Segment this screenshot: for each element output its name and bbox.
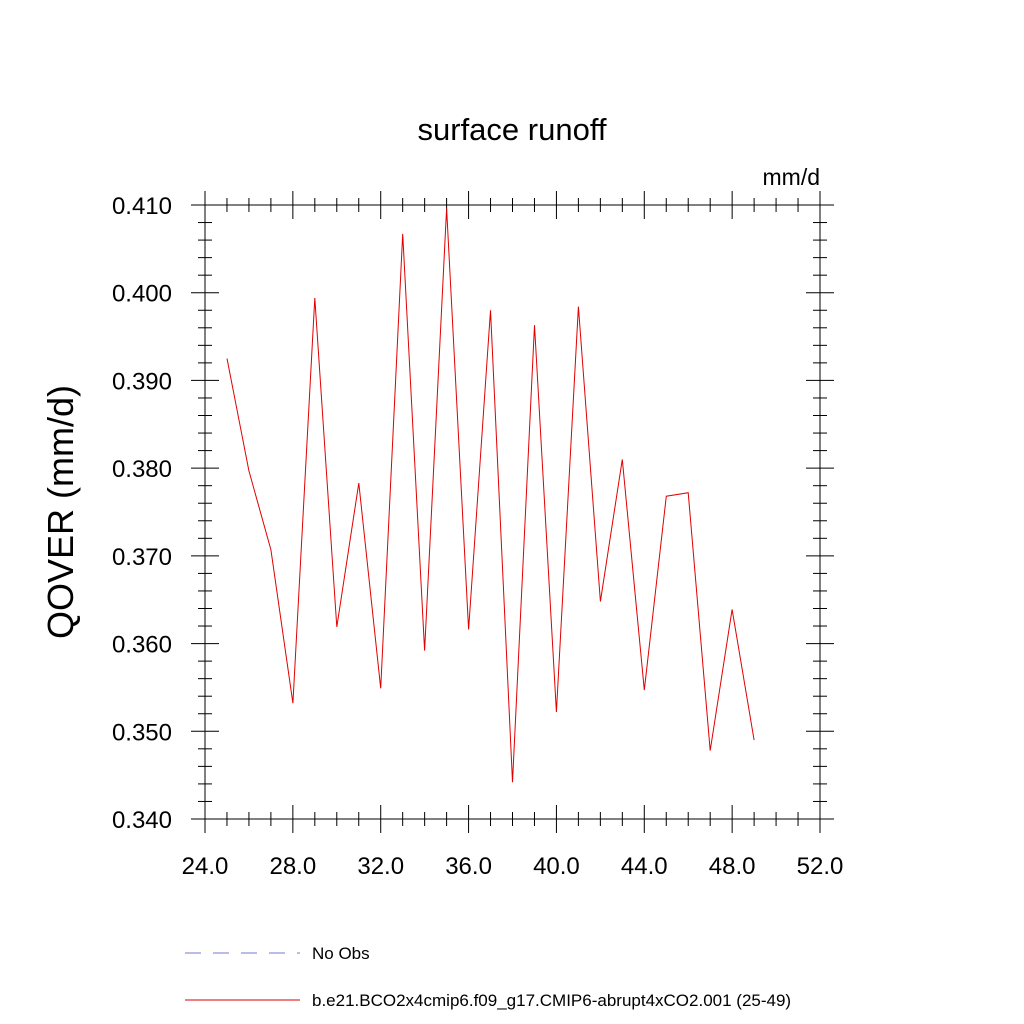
- series-line: [226, 208, 755, 783]
- units-label: mm/d: [763, 164, 821, 190]
- x-tick-label: 24.0: [182, 853, 229, 880]
- tick-labels: 24.0 28.0 32.0 36.0 40.0 44.0 48.0 52.0 0.340 0.3…: [112, 193, 843, 880]
- axis-ticks: [191, 191, 834, 833]
- y-tick-label: 0.390: [112, 368, 172, 395]
- x-tick-label: 28.0: [269, 853, 316, 880]
- y-tick-label: 0.370: [112, 544, 172, 571]
- y-tick-label: 0.400: [112, 281, 172, 308]
- y-tick-label: 0.360: [112, 632, 172, 659]
- legend-label: b.e21.BCO2x4cmip6.f09_g17.CMIP6-abrupt4x…: [312, 991, 791, 1010]
- series-layer: [226, 208, 755, 783]
- x-tick-label: 52.0: [797, 853, 844, 880]
- x-tick-label: 40.0: [533, 853, 580, 880]
- x-tick-label: 36.0: [445, 853, 492, 880]
- plot-frame: [204, 204, 821, 820]
- y-tick-label: 0.380: [112, 456, 172, 483]
- y-axis-label: QOVER (mm/d): [40, 385, 81, 639]
- legend-label: No Obs: [312, 944, 370, 963]
- legend: No Obs b.e21.BCO2x4cmip6.f09_g17.CMIP6-ab…: [185, 944, 791, 1010]
- y-tick-label: 0.350: [112, 719, 172, 746]
- y-tick-label: 0.410: [112, 193, 172, 220]
- y-tick-label: 0.340: [112, 807, 172, 834]
- x-tick-label: 48.0: [709, 853, 756, 880]
- x-tick-label: 44.0: [621, 853, 668, 880]
- x-tick-label: 32.0: [357, 853, 404, 880]
- chart-title: surface runoff: [418, 112, 607, 147]
